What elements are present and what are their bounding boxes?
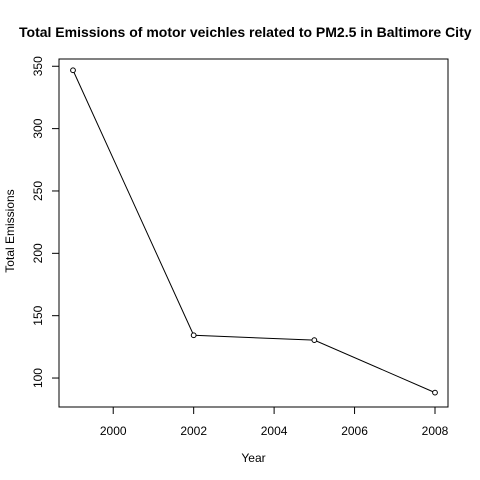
data-point (70, 67, 76, 74)
x-tick-label: 2006 (341, 424, 368, 438)
x-tick-label: 2004 (261, 424, 288, 438)
y-tick-label: 300 (31, 118, 45, 138)
y-tick-label: 150 (31, 305, 45, 325)
series-layer (70, 67, 438, 396)
x-tick-label: 2000 (100, 424, 127, 438)
y-tick-label: 100 (31, 368, 45, 388)
x-tick-label: 2008 (422, 424, 449, 438)
y-tick-label: 200 (31, 243, 45, 263)
plot-frame (58, 58, 449, 408)
data-point (311, 337, 318, 344)
series-line (72, 70, 436, 394)
x-axis: 2000 2002 2004 2006 2008 (100, 406, 449, 438)
y-tick-label: 250 (31, 181, 45, 201)
chart-title: Total Emissions of motor veichles relate… (19, 24, 472, 40)
y-axis-label: Total Emissions (3, 189, 17, 272)
x-axis-label: Year (241, 451, 265, 465)
data-point (190, 332, 197, 339)
y-axis: 100 150 200 250 300 350 (31, 56, 60, 388)
x-tick-label: 2002 (180, 424, 207, 438)
data-point (432, 389, 438, 396)
y-tick-label: 350 (31, 56, 45, 76)
